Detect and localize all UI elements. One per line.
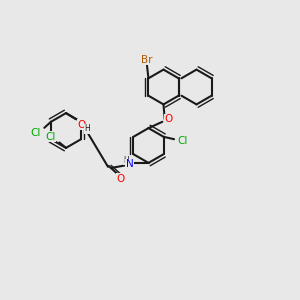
Text: Cl: Cl xyxy=(177,136,188,146)
Text: O: O xyxy=(116,174,125,184)
Text: Cl: Cl xyxy=(30,128,40,138)
Text: H: H xyxy=(84,124,90,133)
Text: O: O xyxy=(165,114,173,124)
Text: Br: Br xyxy=(141,55,153,65)
Text: N: N xyxy=(126,159,134,170)
Text: H: H xyxy=(124,156,130,165)
Text: O: O xyxy=(78,119,86,130)
Text: Cl: Cl xyxy=(45,131,56,142)
